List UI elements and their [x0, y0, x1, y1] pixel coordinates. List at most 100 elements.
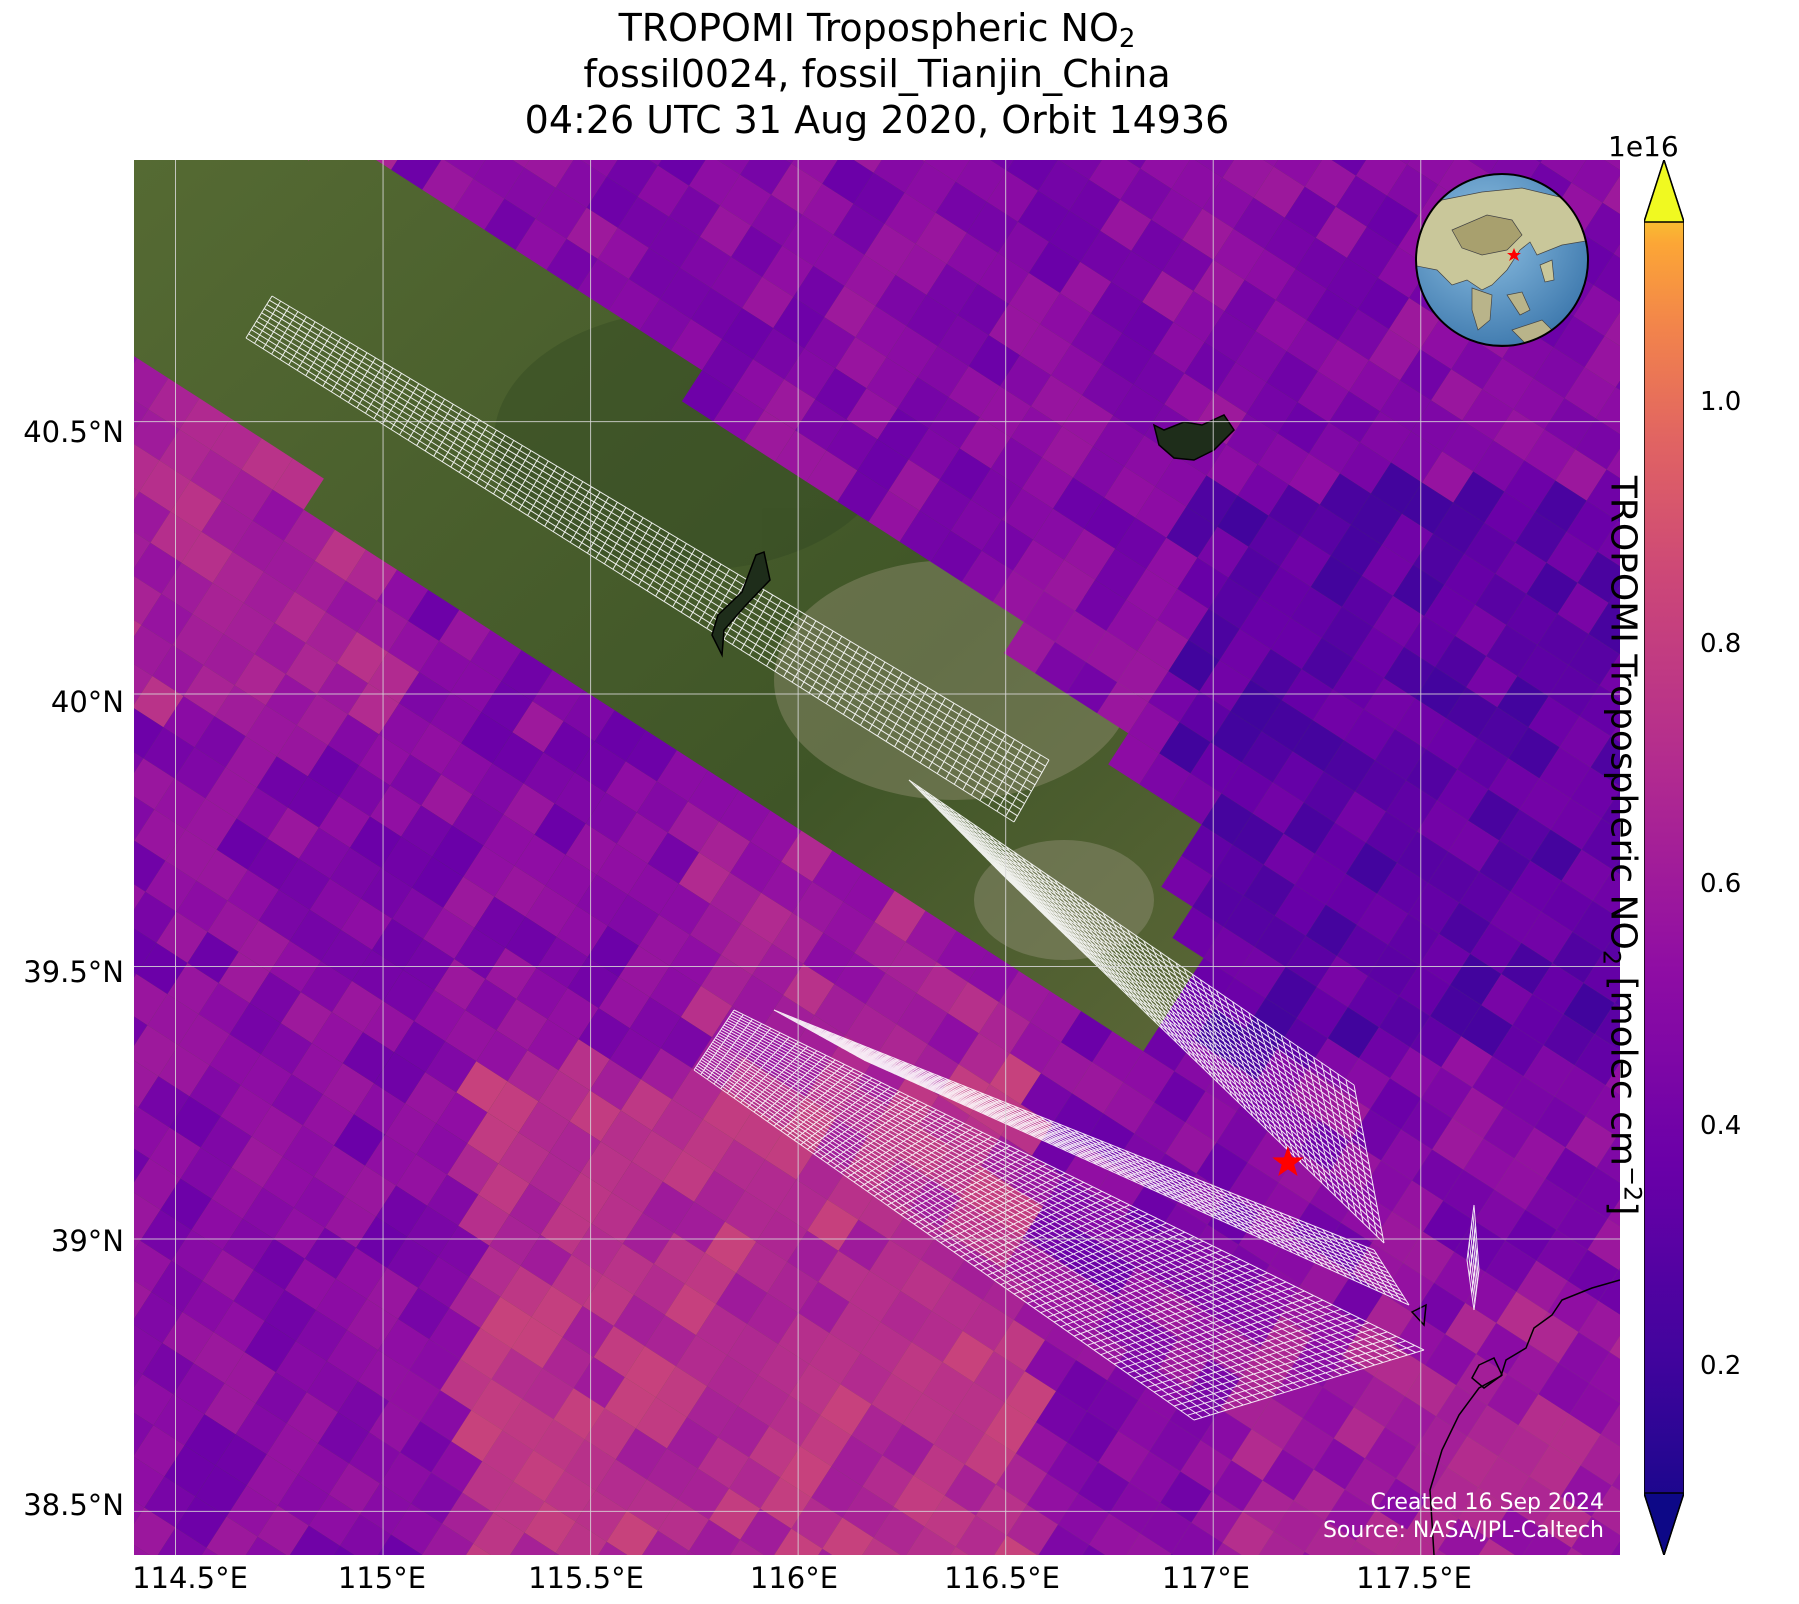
- no2-pixel: [224, 1352, 276, 1404]
- no2-pixel: [1102, 333, 1154, 385]
- map-panel[interactable]: Created 16 Sep 2024 Source: NASA/JPL-Cal…: [134, 160, 1620, 1555]
- no2-pixel: [554, 772, 606, 824]
- no2-pixel: [262, 1156, 314, 1208]
- no2-pixel: [399, 672, 451, 724]
- x-tick-115-5: 115.5°E: [528, 1561, 644, 1595]
- no2-pixel: [1304, 1520, 1356, 1555]
- no2-pixel: [1228, 546, 1280, 598]
- no2-pixel: [340, 898, 393, 950]
- no2-pixel: [234, 654, 286, 706]
- no2-pixel: [1571, 1516, 1620, 1555]
- no2-pixel: [1108, 733, 1160, 785]
- no2-pixel: [1393, 564, 1445, 616]
- no2-pixel: [718, 1406, 770, 1458]
- no2-pixel: [939, 448, 991, 500]
- no2-pixel: [606, 160, 658, 197]
- no2-pixel: [635, 1397, 687, 1449]
- no2-pixel: [869, 1239, 921, 1291]
- no2-pixel: [422, 1523, 474, 1555]
- no2-pixel: [1210, 711, 1262, 763]
- no2-pixel: [961, 550, 1013, 602]
- no2-pixel: [1356, 893, 1409, 945]
- no2-pixel: [713, 390, 765, 442]
- no2-pixel: [1308, 422, 1360, 474]
- no2-pixel: [814, 984, 866, 1036]
- no2-pixel: [447, 1143, 499, 1195]
- no2-pixel: [701, 954, 753, 1007]
- no2-pixel: [600, 1110, 652, 1162]
- no2-pixel: [955, 160, 1007, 202]
- no2-pixel: [818, 1250, 870, 1302]
- no2-pixel: [1607, 1199, 1620, 1227]
- no2-pixel: [1115, 517, 1167, 569]
- no2-pixel: [860, 1322, 912, 1374]
- no2-pixel: [1539, 747, 1591, 799]
- no2-pixel: [631, 1130, 683, 1182]
- no2-pixel: [563, 690, 615, 742]
- no2-pixel: [1211, 1460, 1263, 1512]
- no2-pixel: [1263, 160, 1278, 167]
- no2-pixel: [1306, 289, 1358, 341]
- no2-pixel: [1474, 1189, 1526, 1241]
- no2-pixel: [594, 710, 646, 762]
- no2-pixel: [202, 1249, 254, 1301]
- no2-pixel: [1566, 1547, 1583, 1555]
- no2-pixel: [1385, 1396, 1437, 1448]
- no2-pixel: [233, 1269, 285, 1321]
- no2-pixel: [1227, 1162, 1279, 1214]
- no2-pixel: [1443, 1169, 1495, 1221]
- no2-pixel: [1446, 687, 1498, 739]
- no2-pixel: [206, 1516, 258, 1555]
- no2-pixel: [1082, 364, 1134, 416]
- no2-pixel: [853, 160, 882, 173]
- no2-pixel: [565, 823, 617, 875]
- no2-pixel: [1400, 349, 1452, 401]
- no2-pixel: [1473, 440, 1525, 492]
- y-tick-40: 40°N: [50, 685, 124, 719]
- no2-pixel: [185, 798, 237, 850]
- no2-pixel: [1476, 1323, 1528, 1375]
- no2-pixel: [383, 970, 435, 1022]
- no2-pixel: [955, 1515, 1007, 1555]
- no2-pixel: [1339, 442, 1391, 494]
- no2-pixel: [545, 854, 597, 906]
- no2-pixel: [134, 356, 138, 364]
- no2-pixel: [139, 460, 191, 512]
- no2-pixel: [1494, 1158, 1546, 1210]
- no2-pixel: [750, 810, 802, 862]
- no2-pixel: [1120, 168, 1172, 220]
- no2-pixel: [1035, 642, 1087, 694]
- no2-pixel: [134, 1507, 176, 1555]
- no2-pixel: [1299, 504, 1351, 556]
- no2-pixel: [1355, 160, 1408, 196]
- no2-pixel: [327, 714, 379, 766]
- no2-pixel: [503, 783, 555, 835]
- no2-pixel: [1535, 480, 1587, 532]
- no2-pixel: [271, 1074, 323, 1126]
- no2-pixel: [1600, 1404, 1620, 1447]
- no2-pixel: [1605, 1063, 1620, 1095]
- no2-pixel: [1557, 582, 1609, 634]
- no2-pixel: [154, 778, 206, 830]
- no2-pixel: [1235, 331, 1287, 383]
- no2-pixel: [134, 532, 151, 569]
- no2-pixel: [1530, 829, 1582, 881]
- no2-pixel: [1182, 208, 1234, 260]
- no2-pixel: [179, 398, 231, 450]
- no2-pixel: [1427, 1467, 1479, 1519]
- no2-pixel: [134, 840, 166, 892]
- no2-pixel: [314, 529, 366, 581]
- no2-pixel: [223, 602, 275, 655]
- no2-pixel: [586, 176, 638, 228]
- no2-pixel: [595, 1459, 647, 1511]
- no2-pixel: [731, 225, 783, 277]
- no2-pixel: [493, 1481, 545, 1533]
- no2-pixel: [1399, 160, 1411, 165]
- target-star-marker[interactable]: [1272, 1146, 1304, 1177]
- no2-pixel: [1384, 647, 1436, 699]
- no2-pixel: [1386, 780, 1438, 832]
- no2-pixel: [492, 732, 544, 784]
- no2-pixel: [377, 569, 429, 621]
- no2-pixel: [1617, 517, 1620, 523]
- no2-pixel: [1399, 965, 1451, 1017]
